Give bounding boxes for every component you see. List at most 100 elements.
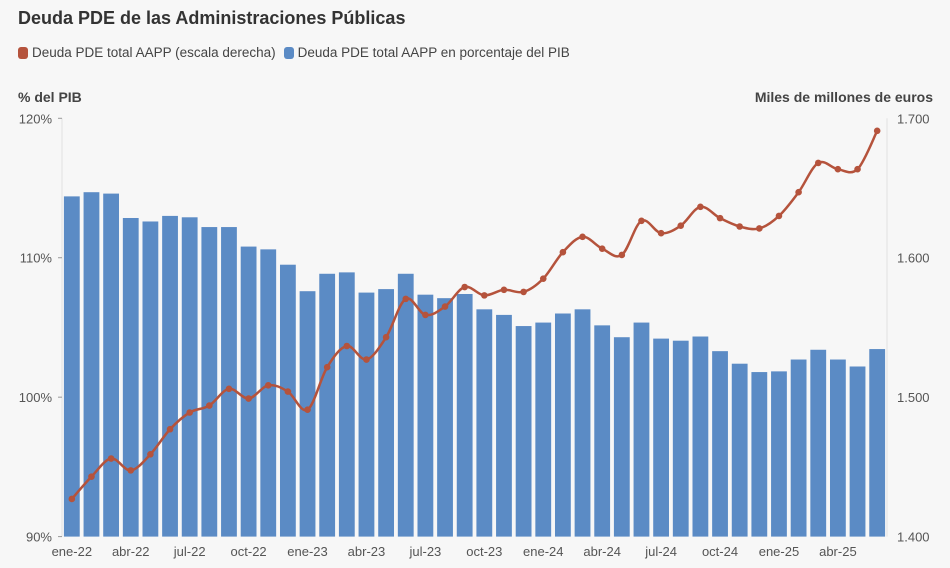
x-axis-tick-label: oct-22 [231, 544, 267, 559]
line-point [206, 402, 213, 409]
legend-label-bar: Deuda PDE total AAPP en porcentaje del P… [297, 45, 570, 60]
line-point [520, 288, 527, 296]
bar [751, 372, 768, 537]
bar [810, 349, 827, 537]
line-point [539, 275, 547, 282]
right-axis-tick-label: 1.500 [897, 390, 930, 405]
left-axis-tick-label: 110% [20, 251, 53, 266]
bar [299, 291, 316, 537]
bar [319, 273, 336, 537]
bar [378, 289, 395, 537]
line-point [598, 245, 606, 252]
bar [162, 215, 178, 537]
bar [221, 227, 237, 537]
bar [181, 217, 198, 537]
legend-label-line: Deuda PDE total AAPP (escala derecha) [32, 45, 276, 60]
left-axis-tick-label: 90% [26, 530, 52, 545]
bar [692, 336, 709, 537]
x-axis-tick-label: ene-24 [523, 544, 563, 559]
x-axis-tick-label: ene-25 [759, 544, 799, 559]
line-point [304, 406, 311, 414]
line-point [186, 409, 193, 416]
right-axis-tick-label: 1.400 [897, 530, 930, 545]
x-axis-tick-label: ene-23 [287, 544, 327, 559]
bar [260, 249, 277, 537]
legend-swatch-line [18, 46, 28, 59]
line-point [795, 188, 802, 196]
line-point [363, 356, 370, 363]
bar [771, 371, 787, 537]
line-point [284, 388, 292, 395]
bar [554, 313, 571, 537]
line-point [854, 165, 861, 173]
bar [417, 294, 434, 537]
bar [122, 217, 139, 537]
line-point [618, 251, 626, 259]
line-point [697, 203, 704, 211]
line-point [402, 295, 410, 303]
line-point [127, 467, 135, 474]
line-point [736, 223, 743, 230]
bar [790, 359, 807, 537]
line-point [88, 473, 95, 480]
line-point [166, 425, 174, 433]
line-point [382, 333, 390, 341]
left-axis-tick-label: 120% [19, 111, 53, 126]
line-point [481, 292, 488, 299]
line-point [422, 311, 429, 319]
line-point [343, 342, 351, 350]
bar [849, 366, 866, 537]
bar [594, 325, 611, 537]
line-point [107, 455, 115, 462]
bar [338, 272, 355, 537]
line-point [775, 212, 783, 220]
x-axis-tick-label: oct-24 [702, 544, 738, 559]
bar [240, 246, 257, 537]
bar [358, 292, 375, 537]
bar [142, 221, 159, 537]
line-point [657, 229, 665, 237]
chart-title: Deuda PDE de las Administraciones Públic… [18, 8, 406, 28]
bar [279, 264, 296, 537]
line-point [873, 127, 881, 135]
line-point [559, 248, 567, 256]
line-point [68, 495, 76, 503]
bar [201, 227, 218, 537]
bar [672, 340, 689, 537]
x-axis-tick-label: ene-22 [52, 544, 92, 559]
bar [496, 314, 512, 537]
bar [633, 322, 650, 537]
line-point [814, 159, 822, 167]
bar [437, 298, 453, 537]
x-axis-tick-label: jul-23 [408, 544, 441, 559]
bar [535, 322, 552, 537]
line-point [638, 217, 645, 225]
bar [613, 337, 630, 537]
bar [63, 196, 80, 537]
x-axis-tick-label: jul-22 [173, 544, 206, 559]
line-point [579, 233, 586, 241]
right-axis-tick-label: 1.600 [897, 251, 930, 266]
line-point [677, 222, 685, 229]
line-point [147, 451, 154, 458]
line-point [716, 214, 724, 222]
left-axis-tick-label: 100% [19, 390, 53, 405]
legend: Deuda PDE total AAPP (escala derecha) De… [18, 45, 570, 60]
x-axis-tick-label: abr-24 [583, 544, 621, 559]
line-point [461, 283, 468, 291]
bar [829, 359, 846, 537]
legend-item-bar[interactable]: Deuda PDE total AAPP en porcentaje del P… [283, 45, 570, 60]
x-axis-tick-label: abr-22 [112, 544, 150, 559]
line-point [834, 165, 842, 173]
bar [731, 363, 748, 537]
x-axis-tick-label: abr-23 [348, 544, 386, 559]
bar [653, 338, 670, 537]
bar [574, 309, 591, 537]
line-point [264, 382, 272, 389]
right-axis-title: Miles de millones de euros [754, 89, 933, 105]
bar [712, 351, 728, 537]
bar [103, 193, 120, 537]
bar [476, 309, 493, 537]
legend-item-line[interactable]: Deuda PDE total AAPP (escala derecha) [18, 45, 276, 60]
